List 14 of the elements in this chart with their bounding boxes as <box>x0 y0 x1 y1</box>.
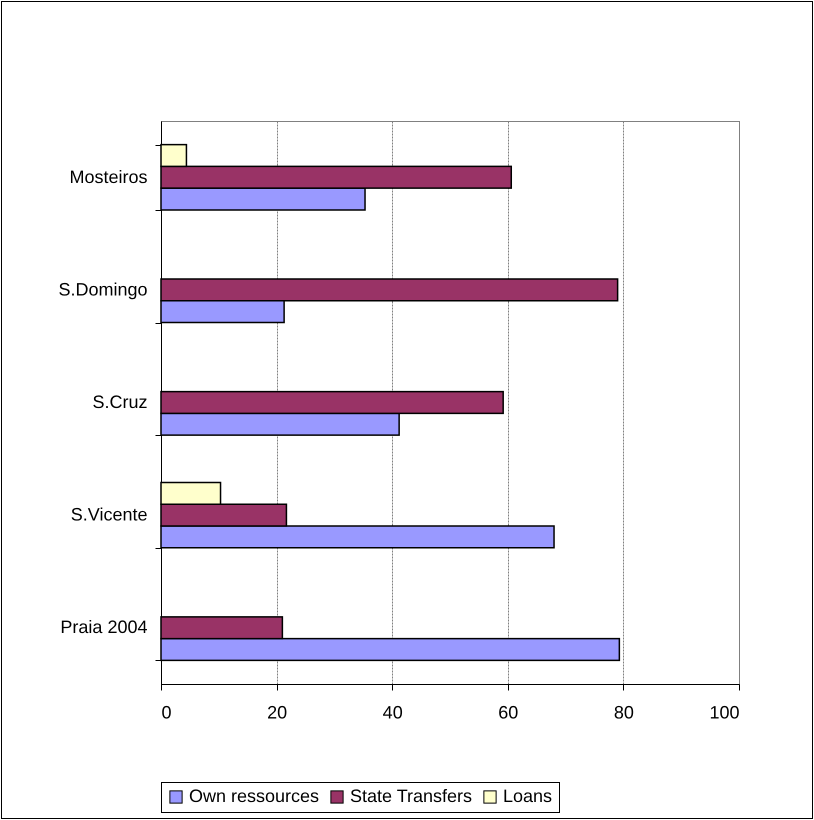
x-tick-label: 40 <box>382 702 403 722</box>
x-tick-label: 0 <box>162 702 172 722</box>
legend-label: Own ressources <box>189 786 320 806</box>
legend-label: State Transfers <box>350 786 472 806</box>
y-tick-label: Praia 2004 <box>60 617 148 638</box>
y-tick-label: S.Vicente <box>70 504 148 525</box>
legend-label: Loans <box>503 786 552 806</box>
y-tick-label: S.Domingo <box>58 279 148 300</box>
y-tick-label: Mosteiros <box>69 166 148 187</box>
x-tick-label: 60 <box>498 702 518 722</box>
x-tick-label: 20 <box>267 702 288 722</box>
y-tick-label: S.Cruz <box>92 392 148 412</box>
x-tick-label: 80 <box>614 702 634 722</box>
x-tick-label: 100 <box>709 702 740 722</box>
